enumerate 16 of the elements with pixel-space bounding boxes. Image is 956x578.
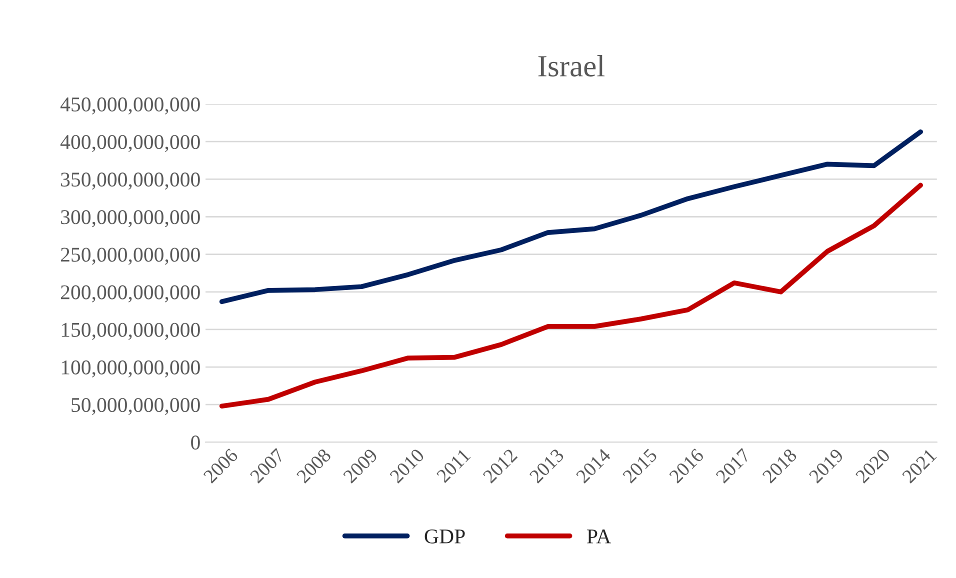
y-tick-label: 50,000,000,000	[72, 398, 200, 416]
line-series	[219, 182, 924, 409]
chart-title: Israel	[538, 55, 605, 77]
y-tick-label: 250,000,000,000	[60, 248, 200, 265]
x-tick-label: 2011	[436, 448, 471, 484]
y-tick-label: 300,000,000,000	[61, 210, 200, 228]
y-tick-label: 200,000,000,000	[60, 285, 200, 302]
y-tick-label: 100,000,000,000	[62, 360, 200, 378]
legend-label: GDP	[424, 529, 465, 544]
legend-label: PA	[587, 530, 612, 544]
y-tick-label: 450,000,000,000	[60, 97, 200, 114]
y-tick-label: 150,000,000,000	[62, 322, 200, 340]
y-tick-label: 350,000,000,000	[61, 172, 200, 190]
line-series	[219, 129, 924, 304]
y-tick-label: 400,000,000,000	[60, 134, 200, 152]
y-tick-label: 0	[191, 436, 200, 450]
